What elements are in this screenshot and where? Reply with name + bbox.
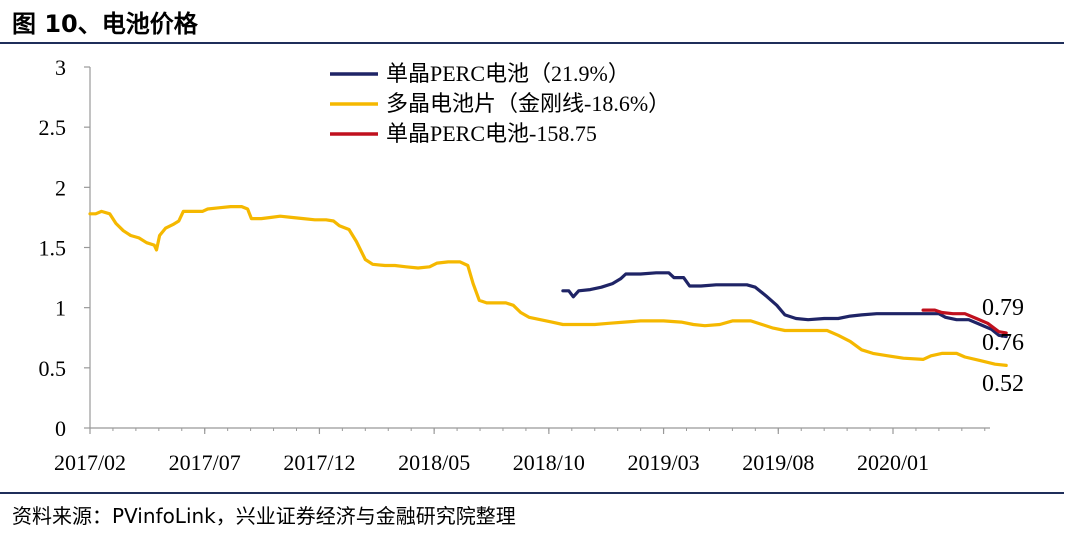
battery-price-chart: 0 0.5 1 1.5 2 2.5 3 2017/02 2017/07 2017/12 2018/0… bbox=[39, 55, 1025, 475]
legend-entry: 多晶电池片（金刚线-18.6%） bbox=[386, 91, 670, 116]
x-tick-label: 2017/07 bbox=[169, 450, 241, 475]
x-tick-label: 2019/03 bbox=[628, 450, 700, 475]
axes: 0 0.5 1 1.5 2 2.5 3 2017/02 2017/07 2017/12 2018/0… bbox=[39, 55, 990, 475]
end-labels: 0.79 0.76 0.52 bbox=[982, 295, 1024, 397]
series-line-2 bbox=[921, 308, 1008, 335]
y-tick-label: 1 bbox=[55, 296, 66, 321]
y-tick-label: 0.5 bbox=[39, 356, 67, 381]
end-value-label: 0.52 bbox=[982, 371, 1024, 397]
legend: 单晶PERC电池（21.9%） 多晶电池片（金刚线-18.6%） 单晶PERC电池-… bbox=[330, 61, 670, 146]
y-tick-label: 3 bbox=[55, 55, 66, 80]
legend-entry: 单晶PERC电池（21.9%） bbox=[386, 61, 630, 86]
chart-title: 图 10、电池价格 bbox=[12, 10, 198, 38]
x-tick-label: 2020/01 bbox=[857, 450, 929, 475]
series-line-1 bbox=[88, 205, 1008, 367]
y-tick-label: 0 bbox=[55, 416, 66, 441]
x-tick-label: 2017/12 bbox=[283, 450, 355, 475]
source-note: 资料来源：PVinfoLink，兴业证券经济与金融研究院整理 bbox=[12, 504, 516, 528]
y-tick-label: 2 bbox=[55, 175, 66, 200]
title-rule bbox=[0, 42, 1064, 44]
series-lines bbox=[88, 205, 1008, 367]
x-tick-label: 2018/05 bbox=[398, 450, 470, 475]
end-value-label: 0.76 bbox=[982, 330, 1024, 356]
series-line-0 bbox=[561, 271, 1008, 339]
x-tick-label: 2017/02 bbox=[54, 450, 126, 475]
source-rule bbox=[0, 492, 1064, 494]
y-tick-label: 2.5 bbox=[39, 115, 67, 140]
end-value-label: 0.79 bbox=[982, 295, 1024, 321]
x-tick-label: 2018/10 bbox=[513, 450, 585, 475]
legend-entry: 单晶PERC电池-158.75 bbox=[386, 121, 597, 146]
x-tick-label: 2019/08 bbox=[742, 450, 814, 475]
y-tick-label: 1.5 bbox=[39, 236, 67, 261]
